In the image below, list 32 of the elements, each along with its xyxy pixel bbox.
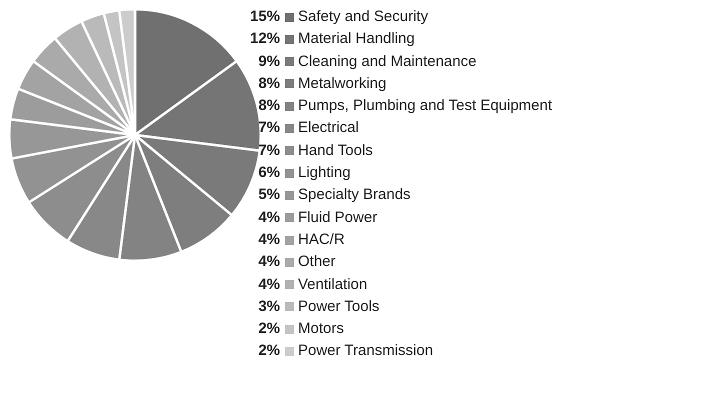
legend-label: Cleaning and Maintenance (298, 52, 476, 70)
data-label: 2% (257, 341, 280, 362)
legend-label: Pumps, Plumbing and Test Equipment (298, 97, 552, 114)
data-label: 8% (257, 74, 280, 94)
legend-label: Fluid Power (298, 208, 378, 226)
data-label: 6% (257, 163, 280, 184)
legend-label: Power Transmission (298, 342, 434, 360)
legend-label: Specialty Brands (298, 186, 411, 204)
legend-label: Electrical (298, 119, 359, 136)
data-label: 5% (257, 185, 280, 206)
legend-label: Lighting (298, 164, 351, 182)
data-label: 12% (250, 29, 280, 50)
data-label: 15% (250, 7, 280, 27)
data-label: 4% (257, 252, 280, 272)
data-label: 3% (257, 296, 280, 317)
data-label: 4% (257, 230, 280, 250)
data-label: 9% (257, 52, 280, 72)
legend-label: Other (298, 253, 336, 270)
legend-label: Safety and Security (298, 8, 428, 25)
legend-label: Material Handling (298, 30, 415, 48)
data-label: 7% (257, 140, 280, 161)
legend-label: Power Tools (298, 298, 380, 315)
data-label: 4% (257, 274, 280, 295)
legend-label: HAC/R (298, 230, 345, 248)
data-label: 7% (257, 118, 280, 138)
data-label: 4% (257, 208, 280, 228)
legend-label: Hand Tools (298, 142, 373, 159)
data-label: 2% (257, 319, 280, 340)
legend-label: Motors (298, 320, 344, 338)
legend-label: Ventilation (298, 276, 368, 293)
legend-label: Metalworking (298, 74, 386, 92)
data-label: 8% (257, 96, 280, 116)
